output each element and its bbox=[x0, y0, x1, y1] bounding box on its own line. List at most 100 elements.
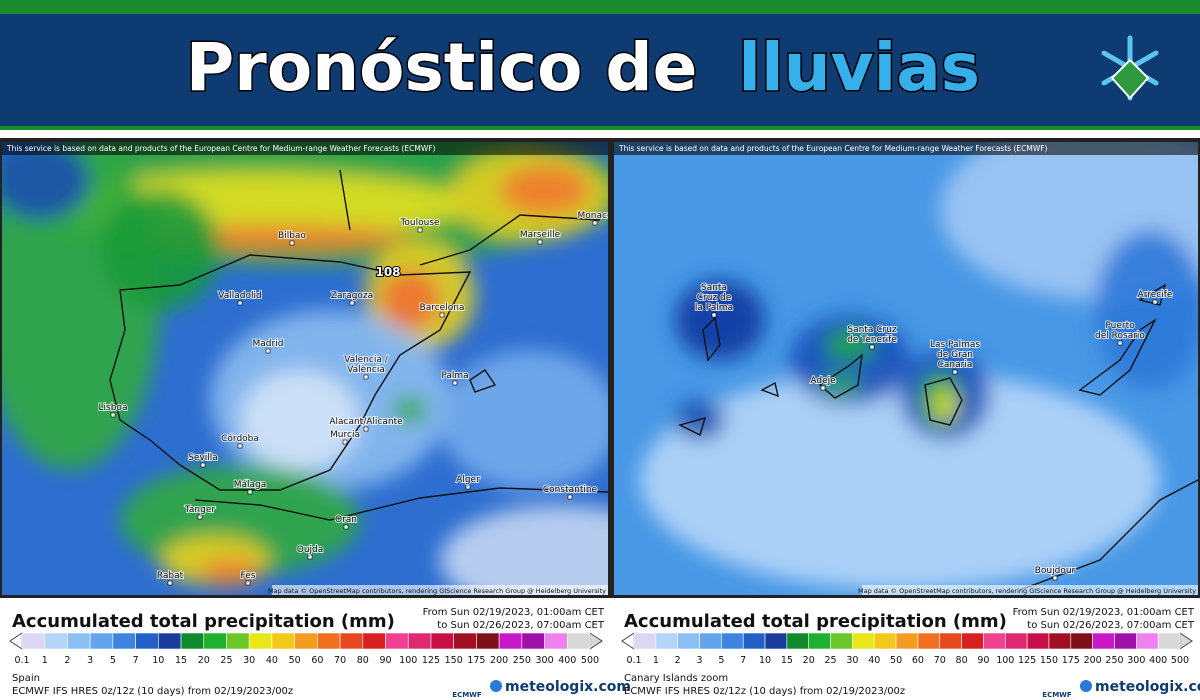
city-marker bbox=[349, 300, 355, 306]
city-label: Zaragoza bbox=[331, 291, 373, 301]
city-marker bbox=[363, 374, 369, 380]
precip-area bbox=[240, 370, 360, 470]
colorbar-bin bbox=[476, 632, 500, 650]
colorbar-label: 5 bbox=[110, 655, 116, 666]
city-marker bbox=[439, 312, 445, 318]
banner bbox=[0, 14, 1200, 126]
colorbar-bin bbox=[939, 632, 962, 650]
city-label: Valladolid bbox=[218, 291, 261, 301]
colorbar-bin bbox=[544, 632, 568, 650]
colorbar-bin bbox=[566, 632, 591, 650]
colorbar-label: 300 bbox=[535, 655, 553, 666]
colorbar-bin bbox=[271, 632, 295, 650]
colorbar-label: 100 bbox=[996, 655, 1014, 666]
colorbar-bin bbox=[764, 632, 788, 650]
attribution-bar bbox=[2, 142, 608, 155]
city-marker bbox=[237, 300, 243, 306]
colorbar-label: 60 bbox=[311, 655, 323, 666]
city-marker bbox=[307, 554, 313, 560]
colorbar-label: 90 bbox=[977, 655, 989, 666]
city-label: Cruz de bbox=[697, 293, 732, 303]
colorbar-bin bbox=[961, 632, 984, 650]
colorbar-label: 25 bbox=[220, 655, 232, 666]
colorbar-label: 400 bbox=[1149, 655, 1167, 666]
city-marker bbox=[237, 443, 243, 449]
city-marker bbox=[567, 494, 573, 500]
colorbar-bin bbox=[917, 632, 941, 650]
city-label: Monaco bbox=[578, 211, 613, 221]
city-label: Toulouse bbox=[399, 218, 440, 228]
precip-area bbox=[675, 280, 765, 360]
precip-field bbox=[640, 142, 1198, 590]
colorbar-label: 300 bbox=[1127, 655, 1145, 666]
colorbar-bin bbox=[203, 632, 227, 650]
city-label: Arrecife bbox=[1138, 290, 1173, 300]
colorbar-bin bbox=[1070, 632, 1093, 650]
city-marker bbox=[343, 524, 349, 530]
city-marker bbox=[167, 580, 173, 586]
city-label: Canaria bbox=[938, 360, 973, 370]
colorbar-label: 3 bbox=[696, 655, 702, 666]
colorbar-label: 150 bbox=[445, 655, 463, 666]
colorbar-label: 200 bbox=[490, 655, 508, 666]
colorbar-label: 125 bbox=[1018, 655, 1036, 666]
colorbar-bin bbox=[1157, 632, 1181, 650]
colorbar-bin bbox=[385, 632, 409, 650]
colorbar-bin bbox=[1136, 632, 1159, 650]
city-label: Madrid bbox=[253, 339, 284, 349]
title-main: Pronóstico de bbox=[186, 29, 698, 106]
model-info: ECMWF IFS HRES 0z/12z (10 days) from 02/… bbox=[12, 686, 293, 697]
precip-area bbox=[640, 370, 1160, 590]
city-label: València bbox=[347, 364, 385, 375]
city-marker bbox=[197, 514, 203, 520]
title-highlight: lluvias bbox=[738, 29, 980, 106]
city-label: Oujda bbox=[297, 545, 324, 555]
city-label: Puerto bbox=[1105, 321, 1135, 331]
city-label: Fes bbox=[241, 571, 256, 581]
colorbar-label: 2 bbox=[675, 655, 681, 666]
colorbar-bin bbox=[633, 632, 657, 650]
colorbar-label: 90 bbox=[379, 655, 391, 666]
colorbar-bin bbox=[1004, 632, 1028, 650]
coastline bbox=[109, 169, 608, 521]
colorbar-bin bbox=[294, 632, 318, 650]
city-label: Alger bbox=[456, 475, 480, 485]
colorbar-bin bbox=[1048, 632, 1072, 650]
city-label: Murcia bbox=[330, 430, 360, 440]
colorbar-label: 175 bbox=[467, 655, 485, 666]
colorbar-bin bbox=[521, 632, 545, 650]
colorbar-arrow bbox=[1179, 632, 1193, 650]
city-label: de Tenerife bbox=[847, 335, 897, 345]
colorbar-label: 15 bbox=[781, 655, 793, 666]
colorbar-bin bbox=[158, 632, 182, 650]
city-label: Santa Cruz bbox=[847, 325, 897, 335]
colorbar-bin bbox=[498, 632, 523, 650]
city-marker bbox=[342, 439, 348, 445]
brand: meteologix.com bbox=[505, 679, 631, 695]
colorbar-bin bbox=[721, 632, 744, 650]
city-label: la Palma bbox=[695, 303, 733, 313]
colorbar-arrow bbox=[589, 632, 603, 650]
city-marker bbox=[200, 462, 206, 468]
city-label: Boujdour bbox=[1035, 566, 1076, 576]
legend-title: Accumulated total precipitation (mm) bbox=[624, 611, 1007, 632]
city-marker bbox=[247, 489, 253, 495]
colorbar-label: 80 bbox=[956, 655, 968, 666]
city-marker bbox=[1052, 575, 1058, 581]
city-marker bbox=[592, 220, 598, 226]
city-label: Córdoba bbox=[221, 433, 259, 444]
precip-area bbox=[500, 165, 590, 215]
region-name: Spain bbox=[12, 673, 40, 684]
precip-area bbox=[933, 389, 957, 421]
city-label: Constantine bbox=[543, 485, 598, 495]
credit-bar bbox=[272, 585, 608, 595]
top-stripe bbox=[0, 0, 1200, 14]
colorbar-label: 7 bbox=[133, 655, 139, 666]
colorbar-bin bbox=[226, 632, 250, 650]
colorbar-label: 40 bbox=[266, 655, 278, 666]
map-panel: This service is based on data and produc… bbox=[614, 142, 1198, 595]
date-to: to Sun 02/26/2023, 07:00am CET bbox=[1027, 620, 1195, 631]
city-marker bbox=[820, 385, 826, 391]
colorbar-label: 30 bbox=[846, 655, 858, 666]
